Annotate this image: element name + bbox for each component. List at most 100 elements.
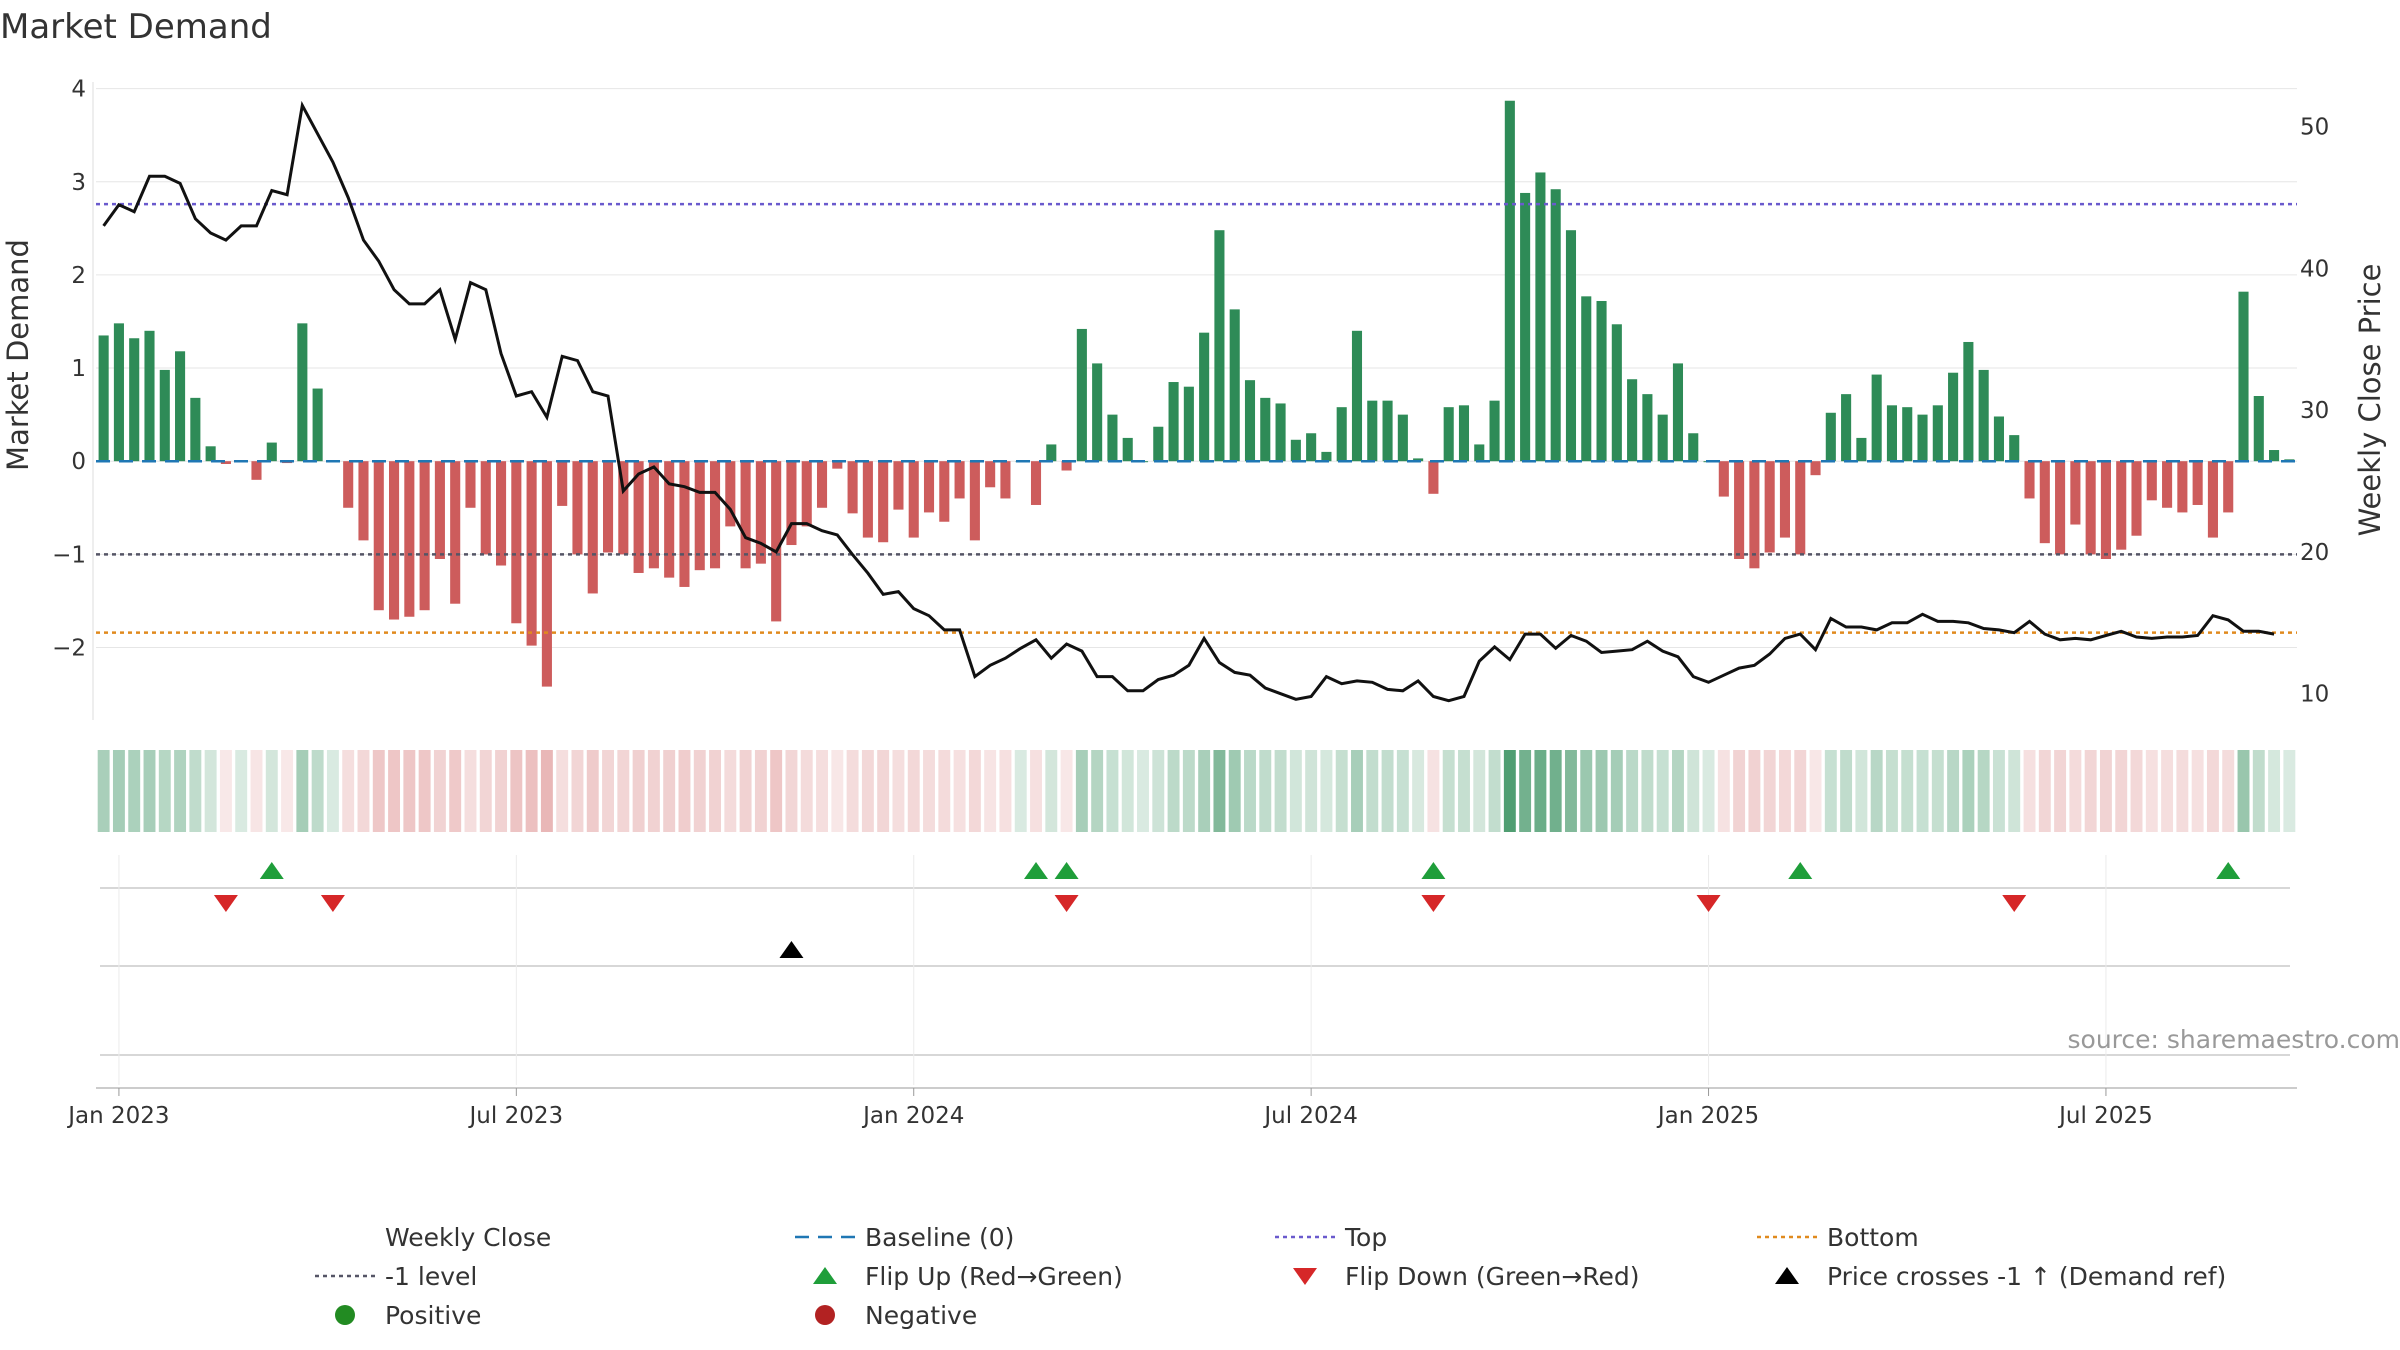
negative-bar (404, 461, 415, 617)
strip-cell (1167, 750, 1180, 832)
strip-cell (357, 750, 370, 832)
strip-cell (984, 750, 997, 832)
strip-cell (128, 750, 141, 832)
strip-cell (602, 750, 614, 832)
negative-bar (343, 461, 354, 508)
negative-bar (664, 461, 675, 578)
strip-cell (1809, 750, 1822, 832)
y-tick-label: −2 (52, 635, 86, 661)
strip-cell (1213, 750, 1226, 832)
legend-swatch (1775, 1267, 1799, 1284)
negative-bar (2055, 461, 2066, 555)
negative-bar (1428, 461, 1439, 494)
strip-cell (1794, 750, 1807, 832)
strip-cell (556, 750, 569, 832)
positive-bar (1229, 309, 1240, 462)
positive-bar (1841, 394, 1852, 462)
negative-bar (786, 461, 797, 546)
strip-cell (938, 750, 951, 832)
strip-cell (1182, 750, 1195, 832)
strip-cell (112, 750, 125, 832)
strip-cell (174, 750, 187, 832)
negative-bar (1795, 461, 1806, 555)
negative-bar (1810, 461, 1821, 476)
strip-cell (1045, 750, 1058, 832)
negative-bar (602, 461, 614, 553)
negative-bar (496, 461, 507, 566)
legend: Weekly Close Baseline (0) Top Bottom -1 leve… (315, 1223, 2226, 1330)
strip-cell (1549, 750, 1562, 832)
strip-cell (311, 750, 324, 832)
strip-cell (510, 750, 523, 832)
positive-bar (1978, 369, 1989, 462)
strip-cell (2069, 750, 2082, 832)
x-tick-label: Jul 2023 (468, 1103, 564, 1129)
positive-bar (1963, 341, 1974, 462)
negative-bar (220, 461, 231, 464)
positive-bar (1076, 328, 1087, 462)
y-axis-label: Market Demand (1, 239, 35, 471)
positive-bar (159, 369, 170, 462)
strip-cell (1152, 750, 1165, 832)
strip-cell (1335, 750, 1348, 832)
legend-label: -1 level (385, 1262, 477, 1291)
demand-heat-strip (97, 750, 2296, 832)
positive-bar (175, 351, 186, 462)
positive-bar (1046, 444, 1057, 462)
strip-cell (525, 750, 538, 832)
strip-cell (296, 750, 309, 832)
strip-cell (1503, 750, 1516, 832)
negative-bar (572, 461, 583, 555)
positive-bar (2269, 450, 2280, 462)
strip-cell (1992, 750, 2005, 832)
y2-tick-label: 50 (2300, 115, 2329, 141)
strip-cell (403, 750, 416, 832)
y-tick-label: −1 (52, 542, 86, 568)
strip-cell (678, 750, 691, 832)
strip-cell (540, 750, 553, 832)
positive-bar (1825, 412, 1836, 462)
x-axis-ticks: Jan 2023 Jul 2023 Jan 2024 Jul 2024 Jan 2025… (66, 1088, 2153, 1129)
positive-bar (1244, 380, 1256, 462)
strip-cell (1014, 750, 1027, 832)
positive-bar (1306, 433, 1317, 462)
strip-cell (739, 750, 752, 832)
flip-down-marker (1421, 895, 1446, 912)
strip-cell (464, 750, 477, 832)
strip-cell (204, 750, 217, 832)
positive-bar (1214, 230, 1225, 462)
legend-swatch (1293, 1268, 1317, 1285)
negative-bar (725, 461, 736, 527)
negative-bar (1749, 461, 1760, 569)
x-tick-label: Jan 2025 (1656, 1103, 1759, 1129)
strip-cell (2099, 750, 2112, 832)
strip-cell (1519, 750, 1532, 832)
strip-cell (1672, 750, 1684, 832)
legend-item: Flip Down (Green→Red) (1293, 1262, 1640, 1291)
strip-cell (663, 750, 676, 832)
strip-cell (479, 750, 492, 832)
flip-up-marker (259, 862, 284, 879)
strip-cell (1427, 750, 1440, 832)
positive-bar (1397, 414, 1408, 462)
positive-bar (1290, 439, 1301, 462)
negative-bar (251, 461, 262, 480)
strip-cell (1610, 750, 1623, 832)
strip-cell (1488, 750, 1501, 832)
positive-bar (1351, 330, 1363, 462)
positive-bar (1596, 300, 1607, 462)
negative-bar (358, 461, 369, 541)
negative-bar (709, 461, 721, 569)
strip-cell (1121, 750, 1134, 832)
strip-cell (2237, 750, 2250, 832)
negative-bar (969, 461, 980, 541)
strip-cell (372, 750, 385, 832)
legend-item: Bottom (1757, 1223, 1919, 1252)
strip-cell (1763, 750, 1776, 832)
strip-cell (1779, 750, 1791, 832)
y2-tick-label: 20 (2300, 540, 2329, 566)
positive-bar (312, 388, 323, 462)
x-tick-label: Jan 2023 (66, 1103, 169, 1129)
positive-bar (1260, 397, 1271, 462)
flip-up-marker (1054, 862, 1079, 879)
